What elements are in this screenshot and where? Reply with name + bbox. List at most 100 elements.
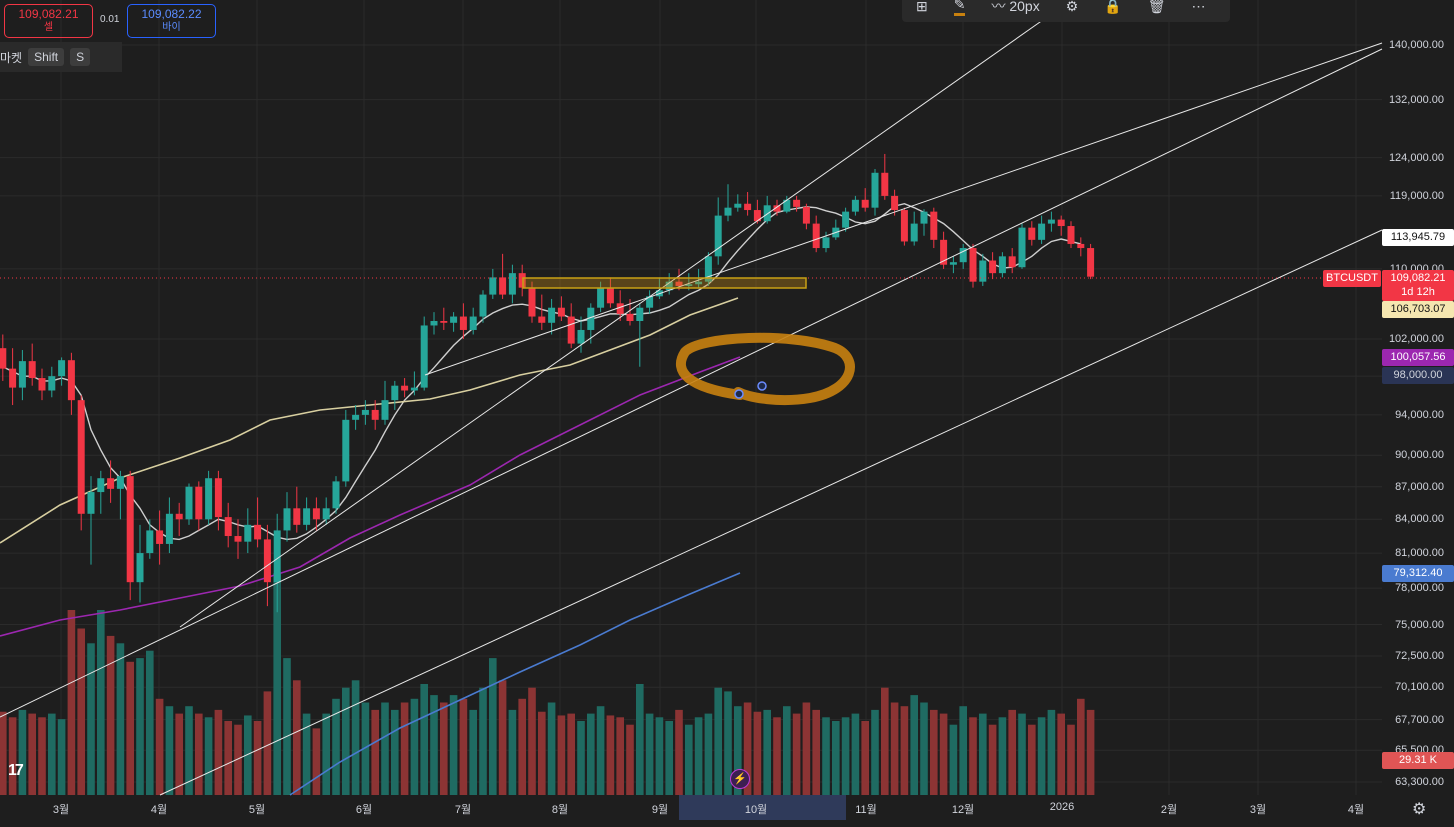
candle-body: [695, 281, 703, 285]
volume-bar: [871, 709, 879, 795]
volume-bar: [155, 698, 164, 795]
drawing-toolbar: ⊞ ✎ 〰 20px ⚙ 🔒 🗑 ⋯: [902, 0, 1230, 22]
lightning-icon[interactable]: ⚡: [730, 769, 750, 789]
candle-body: [998, 256, 1006, 274]
volume-bar: [224, 721, 232, 795]
tradingview-logo[interactable]: 17: [8, 762, 24, 779]
volume-bar: [312, 728, 321, 795]
buy-button[interactable]: 109,082.22 바이: [127, 4, 216, 38]
volume-bar: [489, 658, 497, 795]
volume-bar: [77, 628, 85, 795]
volume-bar: [38, 717, 46, 795]
price-tick: 72,500.00: [1395, 650, 1444, 662]
volume-bar: [606, 715, 615, 795]
volume-bar: [1047, 709, 1056, 795]
volume-bar: [0, 711, 7, 795]
candle-body: [136, 553, 144, 583]
time-tick: 10월: [744, 804, 768, 816]
candle-body: [205, 478, 213, 520]
settings-icon[interactable]: ⚙: [1065, 0, 1079, 14]
volume-bar: [1028, 724, 1036, 795]
candle-body: [224, 517, 232, 537]
candle-body: [744, 203, 752, 211]
candle-body: [822, 237, 830, 249]
volume-bar: [165, 706, 174, 795]
candle-body: [871, 172, 879, 208]
chart-settings-icon[interactable]: ⚙: [1412, 801, 1427, 818]
candle-body: [450, 316, 458, 323]
candle-body: [704, 256, 712, 282]
candle-body: [263, 539, 271, 583]
candle-body: [1067, 226, 1075, 244]
volume-bar: [97, 610, 105, 795]
brush-icon[interactable]: 〰 20px: [991, 0, 1040, 14]
candle-body: [518, 273, 526, 288]
candle-body: [97, 478, 105, 493]
pencil-icon[interactable]: ✎: [953, 0, 966, 16]
price-tick: 84,000.00: [1395, 513, 1444, 526]
price-tick: 63,300.00: [1395, 776, 1444, 788]
price-tick: 70,100.00: [1395, 681, 1444, 694]
volume-bar: [283, 658, 291, 795]
price-tick: 67,700.00: [1395, 713, 1444, 726]
candle-body: [724, 207, 732, 216]
volume-bar: [675, 709, 683, 795]
candle-body: [410, 387, 418, 391]
volume-bar: [655, 717, 664, 795]
candle-body: [146, 530, 154, 554]
volume-bar: [900, 706, 909, 795]
candle-body: [763, 205, 771, 222]
candle-body: [636, 307, 644, 321]
volume-bar: [930, 709, 938, 795]
candle-body: [989, 260, 997, 274]
volume-bar: [332, 698, 340, 795]
candle-body: [685, 284, 693, 286]
price-tick: 119,000.00: [1389, 189, 1444, 202]
volume-bar: [1018, 713, 1026, 795]
trendline-steep: [179, 14, 1051, 628]
candle-body: [587, 307, 595, 330]
trash-icon[interactable]: 🗑: [1147, 0, 1166, 14]
candle-body: [459, 316, 467, 330]
candle-body: [28, 361, 36, 379]
candles: [0, 153, 1095, 613]
more-icon[interactable]: ⋯: [1191, 0, 1206, 14]
candle-body: [1087, 248, 1095, 277]
candle-body: [322, 508, 330, 520]
candle-body: [734, 203, 742, 208]
volume-bar: [626, 724, 634, 795]
candle-body: [881, 172, 889, 196]
candle-body: [891, 195, 899, 211]
volume-bar: [988, 724, 997, 795]
volume-bar: [724, 691, 732, 795]
lock-icon[interactable]: 🔒: [1104, 0, 1122, 14]
price-axis[interactable]: 140,000.00 132,000.00 124,000.00 119,000.00…: [1382, 0, 1454, 795]
volume-bar: [391, 709, 399, 795]
candle-body: [479, 294, 487, 317]
volume-bar: [195, 713, 203, 795]
price-tick: 102,000.00: [1388, 333, 1444, 346]
candle-body: [910, 223, 918, 242]
s-key-hint: S: [70, 48, 91, 66]
volume-bar: [469, 709, 477, 795]
time-axis[interactable]: 3월 4월 5월 6월 7월 8월 9월 10월 11월 12월 2026 2월 3월 4월: [0, 795, 1454, 827]
sell-label: 셀: [43, 22, 54, 33]
candle-body: [430, 320, 438, 326]
volume-bar: [1067, 724, 1075, 795]
trendline-drawings[interactable]: [0, 14, 1383, 796]
volume-bar: [48, 713, 56, 795]
candle-body: [979, 260, 987, 282]
volume-bar: [116, 643, 125, 795]
candle-body: [557, 307, 565, 317]
candle-body: [244, 524, 252, 542]
ma-blue-line: [289, 572, 741, 796]
volume-bar: [1057, 713, 1065, 795]
add-alert-icon[interactable]: ⊞: [916, 0, 928, 14]
time-tick: 9월: [651, 804, 669, 816]
candle-body: [1038, 223, 1046, 240]
trendline-channel: [424, 42, 1383, 376]
sell-button[interactable]: 109,082.21 셀: [4, 4, 93, 38]
time-tick: 5월: [248, 804, 266, 816]
